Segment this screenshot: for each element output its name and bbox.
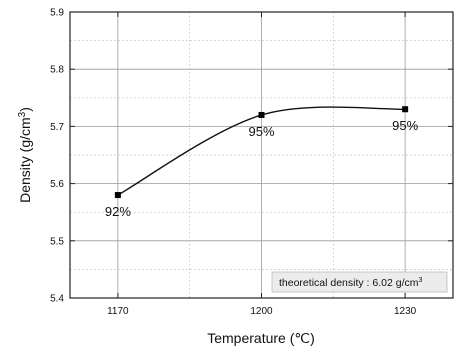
data-point — [402, 106, 409, 113]
x-axis-title: Temperature (℃) — [207, 330, 315, 346]
data-label: 95% — [392, 118, 418, 133]
y-axis-title: Density (g/cm3) — [17, 107, 33, 203]
data-point — [258, 111, 265, 118]
x-tick-label: 1200 — [250, 306, 273, 317]
y-tick-label: 5.6 — [50, 179, 64, 190]
data-point — [114, 192, 121, 199]
theoretical-density-note: theoretical density : 6.02 g/cm3 — [271, 271, 448, 293]
data-points: 92% 95% 95% — [105, 106, 419, 219]
note-text: theoretical density : 6.02 g/cm3 — [279, 277, 423, 289]
grid — [70, 12, 453, 298]
note-box — [271, 271, 448, 293]
x-tick-label: 1170 — [107, 306, 129, 317]
x-tick-label: 1230 — [394, 306, 417, 317]
data-label: 95% — [248, 124, 274, 139]
axis-ticks: 5.4 5.5 5.6 5.7 5.8 5.9 1170 1200 1230 — [50, 8, 453, 317]
y-tick-label: 5.5 — [50, 236, 64, 247]
y-tick-label: 5.9 — [50, 8, 64, 19]
y-tick-label: 5.7 — [50, 122, 64, 133]
y-tick-label: 5.4 — [50, 294, 64, 305]
data-label: 92% — [105, 204, 131, 219]
y-tick-label: 5.8 — [50, 65, 64, 76]
